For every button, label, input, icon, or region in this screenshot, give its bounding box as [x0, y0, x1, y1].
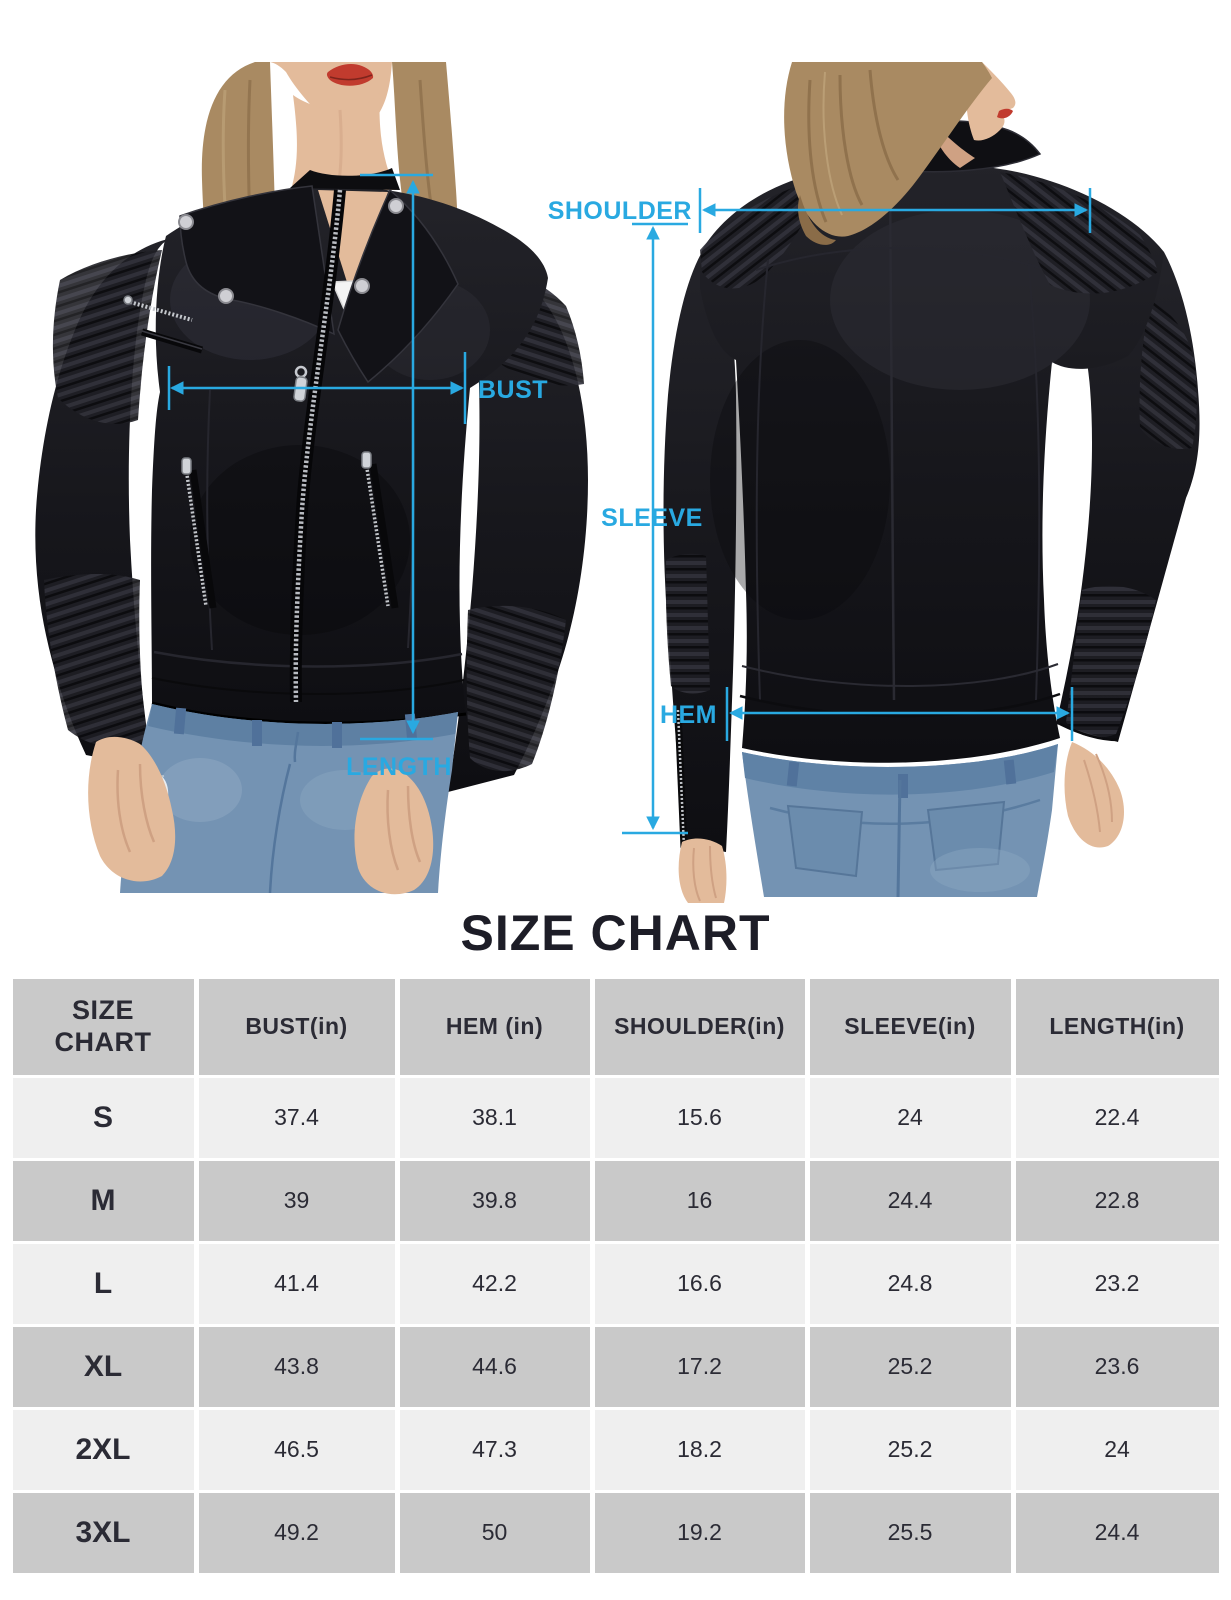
value-cell: 24 — [809, 1077, 1011, 1158]
header-sleeve: SLEEVE(in) — [809, 978, 1011, 1075]
value-cell: 37.4 — [198, 1077, 395, 1158]
snap-button — [354, 278, 370, 294]
front-jacket — [35, 168, 588, 792]
front-hands — [88, 736, 434, 895]
value-cell: 18.2 — [594, 1409, 805, 1490]
value-cell: 22.8 — [1015, 1160, 1219, 1241]
back-hanging-sleeve — [663, 252, 737, 852]
snap-button — [388, 198, 404, 214]
back-hair — [784, 62, 992, 237]
size-row-3xl: 3XL 49.2 50 19.2 25.5 24.4 — [12, 1492, 1219, 1573]
value-cell: 23.2 — [1015, 1243, 1219, 1324]
header-size-chart: SIZE CHART — [12, 978, 194, 1075]
header-row: SIZE CHART BUST(in) HEM (in) SHOULDER(in… — [12, 978, 1219, 1075]
back-figure — [663, 62, 1200, 903]
value-cell: 22.4 — [1015, 1077, 1219, 1158]
size-row-xl: XL 43.8 44.6 17.2 25.2 23.6 — [12, 1326, 1219, 1407]
value-cell: 24 — [1015, 1409, 1219, 1490]
back-right-hand — [678, 838, 727, 903]
length-measure — [360, 173, 433, 741]
size-cell: XL — [12, 1326, 194, 1407]
size-row-l: L 41.4 42.2 16.6 24.8 23.2 — [12, 1243, 1219, 1324]
value-cell: 24.4 — [1015, 1492, 1219, 1573]
size-cell: 2XL — [12, 1409, 194, 1490]
size-row-m: M 39 39.8 16 24.4 22.8 — [12, 1160, 1219, 1241]
waist-zippers — [181, 451, 399, 609]
size-row-s: S 37.4 38.1 15.6 24 22.4 — [12, 1077, 1219, 1158]
value-cell: 39 — [198, 1160, 395, 1241]
sleeve-label: SLEEVE — [601, 504, 703, 532]
value-cell: 16 — [594, 1160, 805, 1241]
chest-pocket-zipper — [123, 295, 204, 354]
back-jacket — [663, 120, 1200, 863]
value-cell: 38.1 — [399, 1077, 590, 1158]
value-cell: 46.5 — [198, 1409, 395, 1490]
value-cell: 25.2 — [809, 1326, 1011, 1407]
back-head — [784, 62, 1016, 245]
back-pocket — [926, 800, 1006, 872]
length-label: LENGTH — [346, 753, 452, 781]
hem-measure — [725, 687, 1074, 741]
value-cell: 19.2 — [594, 1492, 805, 1573]
size-chart-table: SIZE CHART BUST(in) HEM (in) SHOULDER(in… — [8, 976, 1224, 1576]
value-cell: 25.5 — [809, 1492, 1011, 1573]
front-figure — [35, 62, 588, 895]
value-cell: 17.2 — [594, 1326, 805, 1407]
size-cell: M — [12, 1160, 194, 1241]
value-cell: 24.4 — [809, 1160, 1011, 1241]
bust-label: BUST — [478, 376, 548, 404]
size-row-2xl: 2XL 46.5 47.3 18.2 25.2 24 — [12, 1409, 1219, 1490]
back-pocket — [786, 804, 864, 878]
value-cell: 49.2 — [198, 1492, 395, 1573]
snap-button — [178, 214, 194, 230]
value-cell: 47.3 — [399, 1409, 590, 1490]
value-cell: 23.6 — [1015, 1326, 1219, 1407]
size-cell: 3XL — [12, 1492, 194, 1573]
value-cell: 43.8 — [198, 1326, 395, 1407]
value-cell: 24.8 — [809, 1243, 1011, 1324]
size-cell: S — [12, 1077, 194, 1158]
sleeve-measure — [622, 222, 688, 835]
value-cell: 39.8 — [399, 1160, 590, 1241]
value-cell: 42.2 — [399, 1243, 590, 1324]
shoulder-label: SHOULDER — [548, 197, 692, 225]
back-jeans — [742, 744, 1058, 898]
header-shoulder: SHOULDER(in) — [594, 978, 805, 1075]
header-bust: BUST(in) — [198, 978, 395, 1075]
snap-button — [218, 288, 234, 304]
header-hem: HEM (in) — [399, 978, 590, 1075]
value-cell: 41.4 — [198, 1243, 395, 1324]
size-chart-title: SIZE CHART — [460, 905, 771, 961]
shoulder-measure — [698, 188, 1092, 233]
lips — [326, 64, 374, 86]
value-cell: 44.6 — [399, 1326, 590, 1407]
front-face — [270, 62, 396, 190]
product-measurement-figures: BUST LENGTH SHOULDER SLEEVE HEM — [35, 62, 1200, 903]
hem-label: HEM — [660, 701, 717, 729]
value-cell: 25.2 — [809, 1409, 1011, 1490]
value-cell: 16.6 — [594, 1243, 805, 1324]
lips — [997, 108, 1013, 119]
left-lapel — [179, 185, 335, 336]
value-cell: 50 — [399, 1492, 590, 1573]
value-cell: 15.6 — [594, 1077, 805, 1158]
measurement-annotations: BUST LENGTH SHOULDER SLEEVE HEM — [167, 173, 1092, 835]
header-length: LENGTH(in) — [1015, 978, 1219, 1075]
size-cell: L — [12, 1243, 194, 1324]
